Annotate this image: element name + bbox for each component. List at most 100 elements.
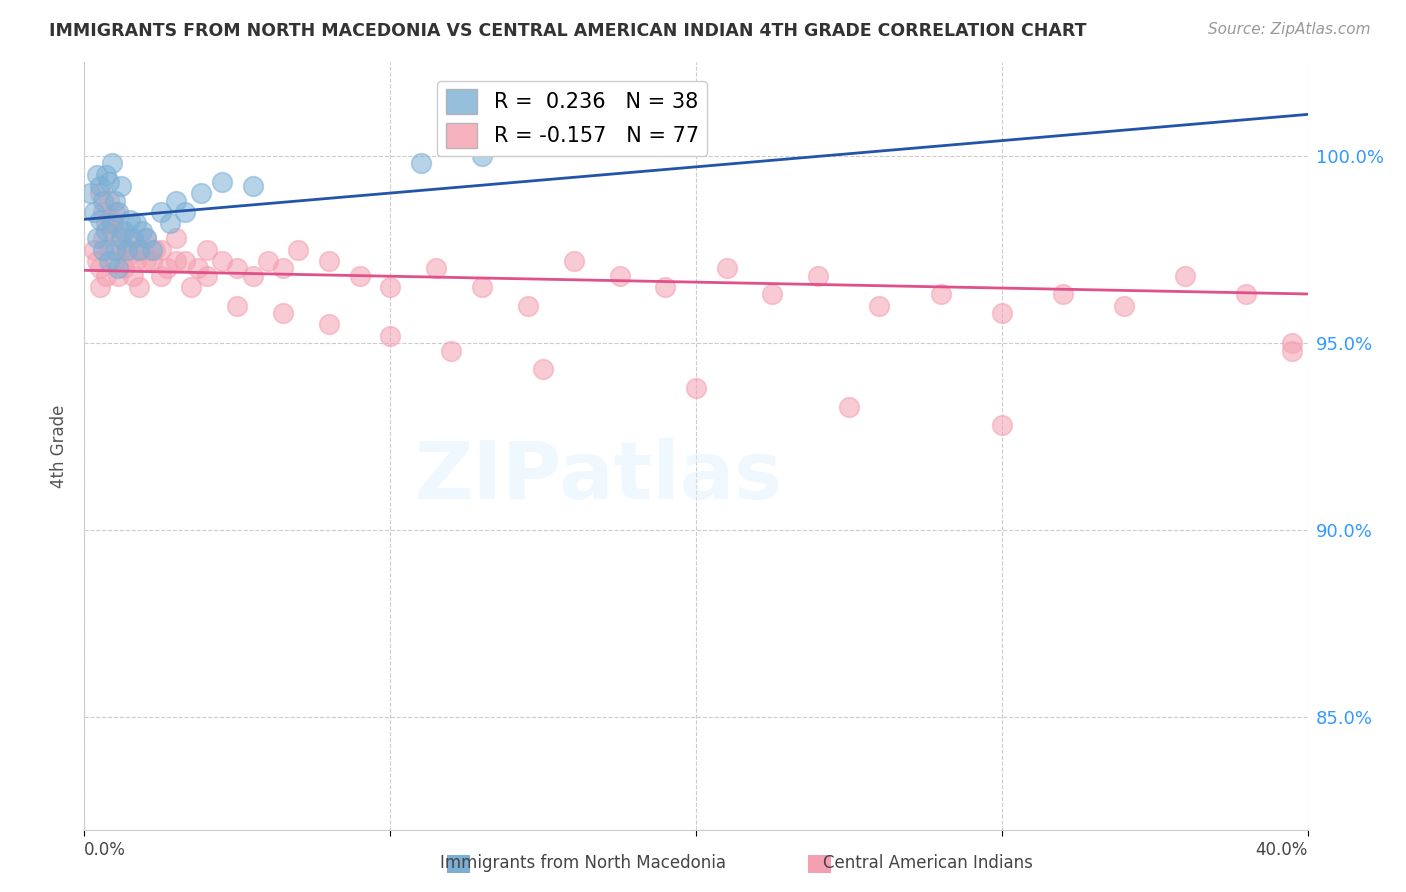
Point: [89, 212, 111, 227]
Point: [94, 224, 117, 238]
Point: [271, 306, 294, 320]
Point: [104, 205, 127, 219]
Point: [190, 186, 212, 201]
Point: [112, 261, 135, 276]
Point: [195, 268, 218, 283]
Point: [991, 306, 1014, 320]
Point: [141, 243, 163, 257]
Point: [128, 243, 150, 257]
Point: [531, 362, 554, 376]
Point: [271, 261, 294, 276]
Point: [83, 243, 105, 257]
Legend: R =  0.236   N = 38, R = -0.157   N = 77: R = 0.236 N = 38, R = -0.157 N = 77: [437, 80, 707, 156]
Point: [107, 205, 129, 219]
Point: [929, 287, 952, 301]
Point: [131, 243, 153, 257]
Point: [94, 268, 117, 283]
Point: [110, 224, 132, 238]
Point: [149, 268, 172, 283]
Point: [110, 243, 132, 257]
Point: [86, 231, 108, 245]
Point: [122, 231, 145, 245]
Point: [101, 212, 124, 227]
Point: [471, 280, 494, 294]
Point: [128, 243, 150, 257]
Point: [143, 243, 166, 257]
Point: [1281, 343, 1303, 358]
Point: [838, 400, 860, 414]
Point: [101, 156, 124, 170]
Point: [180, 280, 202, 294]
Point: [174, 253, 197, 268]
Point: [89, 280, 111, 294]
Point: [120, 243, 142, 257]
Point: [165, 253, 187, 268]
Point: [86, 253, 108, 268]
Point: [242, 268, 264, 283]
Point: [120, 231, 142, 245]
Point: [149, 205, 172, 219]
Point: [104, 243, 127, 257]
Point: [86, 168, 108, 182]
Point: [807, 268, 830, 283]
Point: [104, 253, 127, 268]
Text: ZIPatlas: ZIPatlas: [413, 438, 782, 516]
Point: [287, 243, 309, 257]
Point: [101, 216, 124, 230]
Point: [156, 261, 179, 276]
Point: [318, 318, 340, 332]
Point: [226, 261, 249, 276]
Point: [125, 253, 148, 268]
Text: 40.0%: 40.0%: [1256, 841, 1308, 859]
Point: [97, 175, 120, 189]
Point: [107, 268, 129, 283]
Point: [89, 178, 111, 193]
Point: [101, 224, 124, 238]
Point: [135, 253, 157, 268]
Point: [165, 194, 187, 208]
Point: [122, 268, 145, 283]
Point: [91, 205, 114, 219]
Point: [1052, 287, 1074, 301]
Text: 0.0%: 0.0%: [84, 841, 127, 859]
Point: [83, 205, 105, 219]
Point: [562, 253, 585, 268]
Point: [609, 268, 631, 283]
Point: [1174, 268, 1197, 283]
Point: [1114, 299, 1136, 313]
Point: [380, 280, 402, 294]
Point: [135, 231, 157, 245]
Point: [131, 224, 153, 238]
Point: [141, 253, 163, 268]
Point: [211, 175, 233, 189]
Point: [135, 231, 157, 245]
Point: [318, 253, 340, 268]
Point: [869, 299, 891, 313]
Text: Source: ZipAtlas.com: Source: ZipAtlas.com: [1208, 22, 1371, 37]
Point: [97, 243, 120, 257]
Point: [242, 178, 264, 193]
Point: [115, 250, 138, 264]
Point: [112, 224, 135, 238]
Point: [425, 261, 447, 276]
Point: [1236, 287, 1258, 301]
Point: [94, 168, 117, 182]
Point: [195, 243, 218, 257]
Point: [654, 280, 676, 294]
Point: [159, 216, 181, 230]
Point: [409, 156, 432, 170]
Point: [991, 418, 1014, 433]
Point: [226, 299, 249, 313]
Point: [91, 231, 114, 245]
Point: [97, 253, 120, 268]
Point: [91, 243, 114, 257]
Point: [685, 381, 707, 395]
Point: [174, 205, 197, 219]
Point: [471, 149, 494, 163]
Point: [257, 253, 280, 268]
Point: [211, 253, 233, 268]
Point: [110, 231, 132, 245]
Point: [79, 186, 101, 201]
Point: [440, 343, 463, 358]
Point: [149, 243, 172, 257]
